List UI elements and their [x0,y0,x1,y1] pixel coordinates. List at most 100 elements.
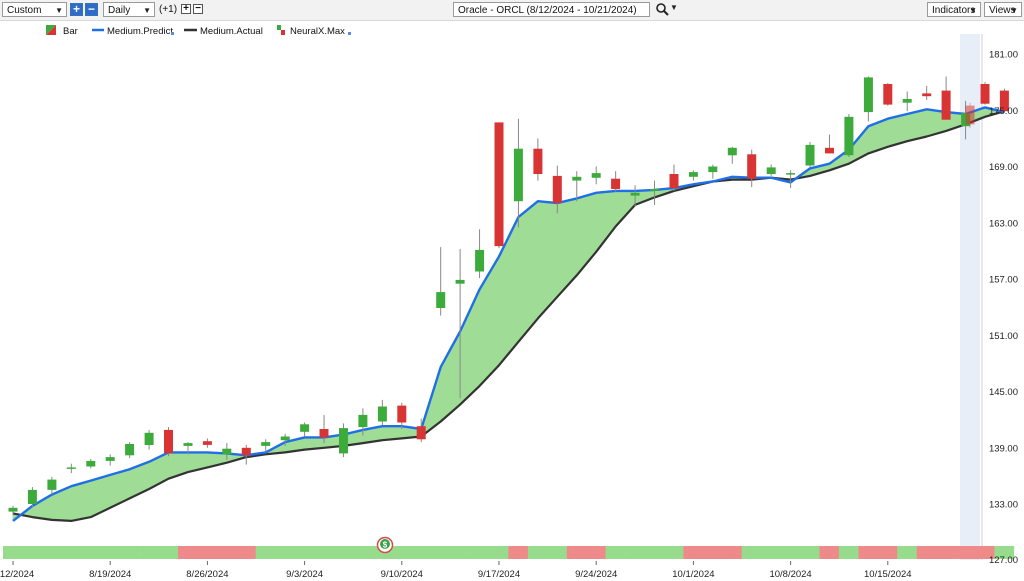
chevron-down-icon: ▼ [55,6,63,15]
candle-body [455,279,465,284]
neuralx-strip-segment [586,546,606,559]
neuralx-strip-segment [683,546,704,559]
dollar-signal-glyph: $ [383,541,388,550]
candle-body [436,292,446,308]
candle-body [786,173,796,175]
candle-body [533,148,543,174]
candle-body [280,436,290,441]
chevron-down-icon[interactable]: ▼ [670,3,678,12]
chevron-down-icon: ▼ [969,6,977,15]
neuralx-strip-segment [625,546,645,559]
candle [805,142,815,168]
neuralx-strip-segment [664,546,684,559]
candle-body [339,428,348,454]
zoom-out-button[interactable]: − [85,3,98,16]
x-tick-label: 9/10/2024 [381,569,423,580]
candle [747,149,757,188]
candle-body [572,176,582,181]
signal-marker[interactable]: $ [376,536,394,554]
x-tick-label: 9/3/2024 [286,569,323,580]
candle-body [397,405,407,423]
candle-body [475,249,485,272]
legend-item-actual: Medium.Actual [184,26,263,37]
indicators-button[interactable]: Indicators ▼ [927,2,981,17]
x-tick-label: 10/1/2024 [672,569,714,580]
candle-body [805,144,815,166]
candle-body [650,189,659,191]
candle-body [630,192,640,196]
candle-body [377,406,387,422]
price-chart[interactable]: Bar Medium.Predict Medium.Actual NeuralX… [0,21,1024,581]
candle [999,88,1009,113]
y-tick-label: 145.00 [989,387,1018,398]
neuralx-strip-segment [41,546,62,559]
candle-body [358,414,368,428]
candle-body [105,457,115,461]
neuralx-strip-segment [644,546,665,559]
period-select[interactable]: Custom ▼ [2,2,67,17]
candle [475,229,485,279]
x-axis: 12/2024 8/19/2024 8/26/2024 9/3/2024 9/10/20… [0,561,912,580]
neuralx-strip-segment [255,546,276,559]
legend-item-bar: Bar [46,25,78,37]
candle [300,422,310,437]
candle-body [980,84,990,104]
candle [825,134,834,154]
candle [241,444,251,465]
candle-body [883,84,893,105]
candle [650,180,659,205]
neuralx-strip-segment [838,546,859,559]
candle [164,427,173,457]
candle-body [202,441,212,445]
indicators-label: Indicators [932,5,976,16]
neuralx-strip-segment [605,546,626,559]
candle [455,249,465,399]
candle [202,438,212,448]
candle-body [494,122,504,247]
candle-body [300,424,310,432]
y-tick-label: 169.00 [989,162,1018,173]
magnifier-icon[interactable] [655,2,669,17]
band-fill-segment [556,198,578,298]
candle [494,122,504,249]
candle [902,91,912,112]
candle-body [766,167,776,174]
neuralx-strip-segment [158,546,179,559]
neuralx-strip-segment [450,546,470,559]
neuralx-strip-segment [216,546,237,559]
candle-body [8,507,18,512]
neuralx-strip-segment [916,546,937,559]
candle-body [825,147,834,154]
candle [688,170,698,181]
candle [863,76,873,122]
neuralx-strip-segment [197,546,218,559]
chevron-down-icon: ▼ [143,6,151,15]
offset-decrease-button[interactable]: − [193,4,203,14]
forecast-candle [965,102,975,129]
predict-line [12,106,1005,522]
symbol-input[interactable]: Oracle - ORCL (8/12/2024 - 10/21/2024) [453,2,650,17]
band-fill-segment [71,480,92,522]
candle [766,164,776,176]
x-tick-label: 10/15/2024 [864,569,912,580]
offset-increase-button[interactable]: + [181,4,191,14]
neuralx-strip-segment [100,546,120,559]
neuralx-strip-segment [3,546,23,559]
legend-marker [171,32,174,35]
candle [883,83,893,106]
neuralx-strip-segment [236,546,257,559]
candle [66,463,76,474]
candle-body [922,93,932,97]
neuralx-strip [3,546,1015,559]
legend-label: Medium.Actual [200,26,263,37]
candle-body [669,174,679,189]
neuralx-strip-segment [80,546,101,559]
candle-body [416,426,426,440]
zoom-in-button[interactable]: + [70,3,83,16]
legend-label: Medium.Predict [107,26,173,37]
x-tick-label: 8/26/2024 [186,569,228,580]
candle [27,487,37,508]
x-tick-label: 12/2024 [0,569,34,580]
interval-select[interactable]: Daily ▼ [103,2,155,17]
views-button[interactable]: Views ▼ [984,2,1022,17]
